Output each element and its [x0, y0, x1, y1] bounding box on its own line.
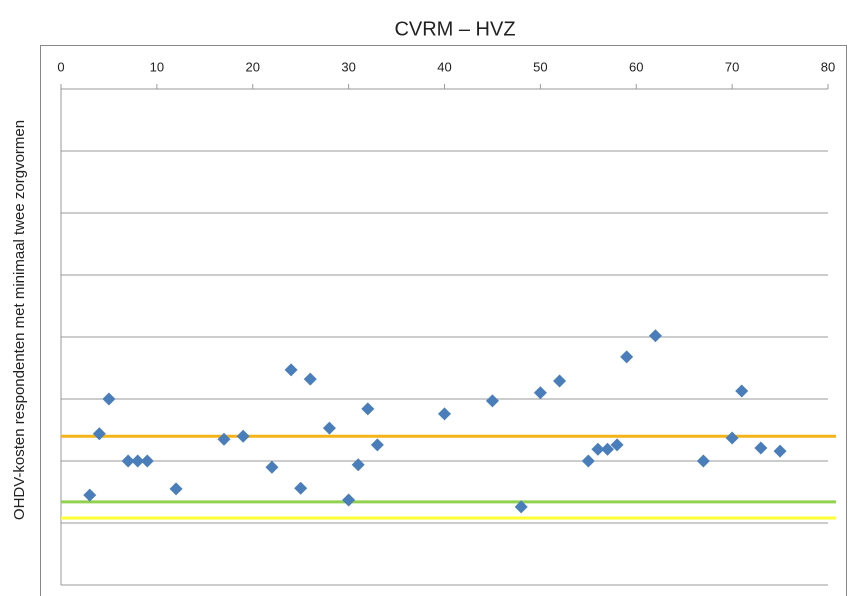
- data-point: [284, 363, 298, 377]
- data-point: [725, 431, 739, 445]
- data-point: [92, 427, 106, 441]
- data-point: [648, 329, 662, 343]
- data-point: [553, 374, 567, 388]
- data-point: [620, 350, 634, 364]
- data-point: [169, 482, 183, 496]
- x-tick-label: 50: [533, 59, 547, 74]
- data-point: [121, 454, 135, 468]
- data-point: [236, 429, 250, 443]
- data-point: [303, 372, 317, 386]
- x-tick-label: 0: [57, 59, 64, 74]
- x-tick-label: 40: [437, 59, 451, 74]
- data-point: [438, 407, 451, 421]
- data-point: [370, 438, 384, 452]
- data-point: [361, 402, 375, 416]
- data-point: [265, 460, 279, 474]
- data-point: [533, 386, 547, 400]
- y-axis-label: OHDV-kosten respondenten met minimaal tw…: [11, 120, 28, 520]
- data-point: [600, 442, 614, 456]
- data-point: [581, 454, 595, 468]
- data-point: [735, 384, 749, 398]
- data-point: [696, 454, 710, 468]
- x-tick-label: 30: [341, 59, 355, 74]
- data-point: [322, 421, 336, 435]
- data-point: [140, 454, 154, 468]
- data-point: [514, 500, 528, 514]
- data-point: [217, 432, 231, 446]
- chart-border: [40, 45, 847, 596]
- x-tick-label: 80: [821, 59, 835, 74]
- data-point: [102, 392, 116, 406]
- data-point: [351, 458, 365, 472]
- data-point: [83, 488, 97, 502]
- x-tick-label: 60: [629, 59, 643, 74]
- x-tick-label: 70: [725, 59, 739, 74]
- data-point: [591, 442, 605, 456]
- data-point: [342, 493, 356, 507]
- x-tick-label: 10: [150, 59, 164, 74]
- data-point: [485, 394, 499, 408]
- chart-title: CVRM – HVZ: [394, 18, 515, 40]
- x-tick-label: 20: [246, 59, 260, 74]
- data-point: [754, 441, 768, 455]
- data-point: [773, 444, 787, 458]
- data-point: [610, 438, 624, 452]
- data-point: [131, 454, 145, 468]
- data-point: [294, 481, 308, 495]
